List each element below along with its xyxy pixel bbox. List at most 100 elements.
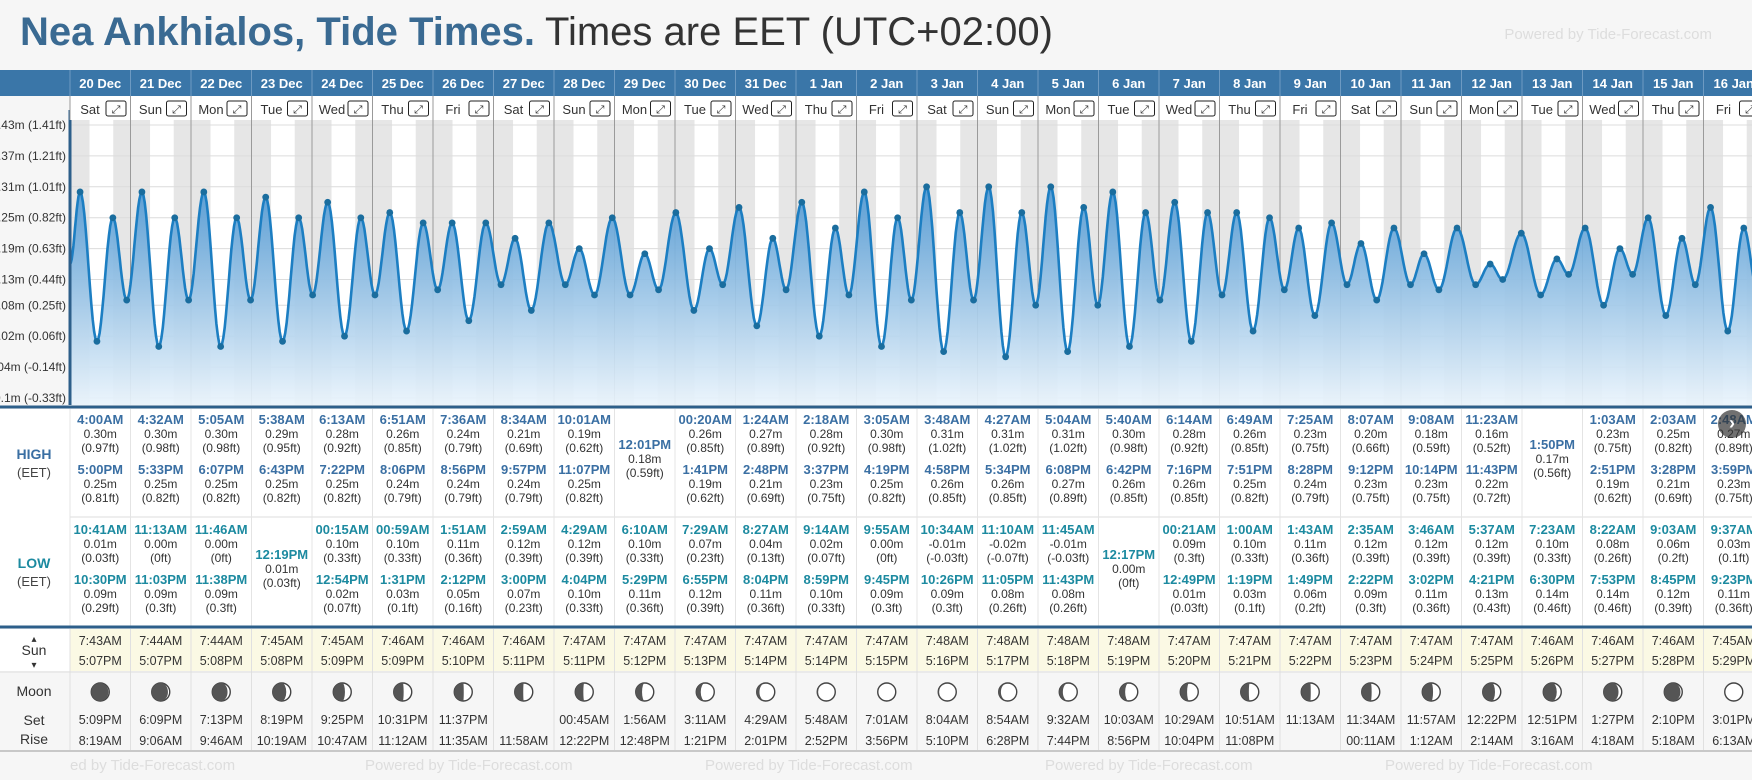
weekday-label: Tue bbox=[1531, 102, 1553, 117]
low-tide-height-ft: (0.3ft) bbox=[932, 601, 963, 615]
low-tide-height: 0.13m bbox=[1475, 587, 1508, 601]
low-tide-height-ft: (0.23ft) bbox=[686, 551, 724, 565]
high-tide-point bbox=[1328, 219, 1335, 227]
moonrise-time: 2:01PM bbox=[744, 734, 787, 748]
expand-day-button[interactable] bbox=[589, 100, 611, 117]
expand-day-button[interactable] bbox=[166, 100, 187, 117]
high-tide-point bbox=[575, 245, 583, 253]
expand-day-button[interactable] bbox=[892, 100, 913, 117]
title-bar: Nea Ankhialos, Tide Times. Times are EET … bbox=[0, 0, 1752, 70]
high-tide-time: 12:01PM bbox=[618, 437, 671, 452]
low-tide-height: 0.03m bbox=[1717, 537, 1750, 551]
expand-icon: ⤢ bbox=[1140, 104, 1149, 116]
low-tide-point bbox=[1435, 286, 1443, 294]
expand-day-button[interactable] bbox=[1073, 100, 1095, 117]
weekday-label: Fri bbox=[869, 102, 884, 117]
high-tide-point bbox=[262, 193, 270, 201]
expand-day-button[interactable] bbox=[650, 100, 671, 117]
low-tide-height-ft: (0ft) bbox=[150, 551, 171, 565]
expand-day-button[interactable] bbox=[1013, 100, 1034, 117]
high-tide-height-ft: (0.59ft) bbox=[1412, 441, 1450, 455]
high-tide-time: 8:56PM bbox=[440, 462, 486, 477]
expand-day-button[interactable] bbox=[287, 100, 308, 117]
expand-day-button[interactable] bbox=[1497, 100, 1518, 117]
high-tide-height-ft: (0.69ft) bbox=[1654, 491, 1692, 505]
expand-day-button[interactable] bbox=[710, 100, 732, 117]
date-label: 22 Dec bbox=[200, 76, 242, 91]
expand-day-button[interactable] bbox=[529, 100, 550, 117]
expand-day-button[interactable] bbox=[1194, 100, 1216, 117]
high-tide-time: 5:05AM bbox=[198, 412, 244, 427]
expand-day-button[interactable] bbox=[1134, 100, 1155, 117]
expand-day-button[interactable] bbox=[952, 100, 974, 117]
high-tide-height: 0.25m bbox=[870, 477, 903, 491]
expand-day-button[interactable] bbox=[831, 100, 853, 117]
low-tide-time: 2:35AM bbox=[1348, 522, 1394, 537]
sunrise-time: 7:47AM bbox=[1168, 634, 1211, 648]
low-tide-point bbox=[1407, 281, 1414, 289]
high-tide-point bbox=[1390, 224, 1398, 232]
high-tide-height: 0.26m bbox=[1233, 427, 1266, 441]
sunset-time: 5:19PM bbox=[1107, 654, 1150, 668]
low-tide-point bbox=[155, 343, 163, 350]
sunrise-time: 7:46AM bbox=[1591, 634, 1634, 648]
expand-icon: ⤢ bbox=[1745, 104, 1752, 116]
weekday-label: Tue bbox=[261, 102, 283, 117]
expand-day-button[interactable] bbox=[1376, 100, 1397, 117]
high-tide-point bbox=[545, 219, 553, 227]
expand-day-button[interactable] bbox=[1678, 100, 1700, 117]
high-tide-height: 0.30m bbox=[84, 427, 117, 441]
high-tide-height-ft: (1.02ft) bbox=[989, 441, 1027, 455]
date-label: 9 Jan bbox=[1294, 76, 1327, 91]
expand-day-button[interactable] bbox=[105, 100, 127, 117]
moonset-time: 5:09PM bbox=[79, 713, 122, 727]
low-tide-time: 11:43PM bbox=[1042, 572, 1094, 587]
moonrise-time: 00:11AM bbox=[1346, 734, 1395, 748]
moonset-time: 12:22PM bbox=[1467, 713, 1517, 727]
high-tide-height-ft: (0.75ft) bbox=[1594, 441, 1632, 455]
low-tide-height-ft: (0.03ft) bbox=[81, 551, 119, 565]
expand-day-button[interactable] bbox=[1255, 100, 1276, 117]
expand-day-button[interactable] bbox=[1557, 100, 1579, 117]
high-tide-height-ft: (1.02ft) bbox=[928, 441, 966, 455]
low-tide-height-ft: (0.1ft) bbox=[1234, 601, 1265, 615]
expand-day-button[interactable] bbox=[1436, 100, 1458, 117]
high-tide-time: 7:25AM bbox=[1287, 412, 1333, 427]
low-tide-height: 0.08m bbox=[1596, 537, 1629, 551]
expand-day-button[interactable] bbox=[408, 100, 429, 117]
y-tick-label: 0.25m (0.82ft) bbox=[0, 211, 66, 225]
moonrise-time: 8:56PM bbox=[1107, 734, 1150, 748]
date-label: 20 Dec bbox=[79, 76, 121, 91]
high-tide-time: 4:19PM bbox=[864, 462, 910, 477]
high-tide-height: 0.18m bbox=[628, 452, 661, 466]
high-tide-time: 7:51PM bbox=[1227, 462, 1273, 477]
sunset-time: 5:07PM bbox=[79, 654, 122, 668]
low-tide-point bbox=[1280, 286, 1288, 294]
high-tide-height: 0.23m bbox=[1717, 477, 1750, 491]
high-tide-time: 2:18AM bbox=[803, 412, 849, 427]
high-tide-point bbox=[1420, 250, 1428, 258]
high-tide-time: 5:00PM bbox=[77, 462, 123, 477]
expand-day-button[interactable] bbox=[226, 100, 248, 117]
expand-day-button[interactable] bbox=[1315, 100, 1337, 117]
scroll-right-button[interactable] bbox=[1718, 410, 1746, 438]
expand-day-button[interactable] bbox=[1618, 100, 1639, 117]
low-tide-time: 9:14AM bbox=[803, 522, 849, 537]
expand-day-button[interactable] bbox=[771, 100, 792, 117]
low-tide-height-ft: (0.39ft) bbox=[1473, 551, 1511, 565]
high-tide-point bbox=[1740, 224, 1748, 232]
expand-day-button[interactable] bbox=[1739, 100, 1752, 117]
moonrise-time: 11:58AM bbox=[499, 734, 548, 748]
low-tide-point bbox=[719, 281, 727, 289]
low-tide-point bbox=[1629, 270, 1637, 278]
footer-watermark: Powered by Tide-Forecast.com bbox=[1045, 757, 1253, 774]
high-tide-time: 11:23AM bbox=[1465, 412, 1518, 427]
low-tide-height: 0.00m bbox=[870, 537, 903, 551]
expand-day-button[interactable] bbox=[468, 100, 490, 117]
low-tide-time: 2:12PM bbox=[440, 572, 486, 587]
low-tide-height-ft: (0ft) bbox=[1118, 576, 1139, 590]
powered-by-watermark[interactable]: Powered by Tide-Forecast.com bbox=[1504, 26, 1712, 43]
chevron-right-icon[interactable]: › bbox=[1729, 413, 1735, 433]
expand-icon: ⤢ bbox=[1080, 104, 1089, 116]
expand-day-button[interactable] bbox=[347, 100, 369, 117]
